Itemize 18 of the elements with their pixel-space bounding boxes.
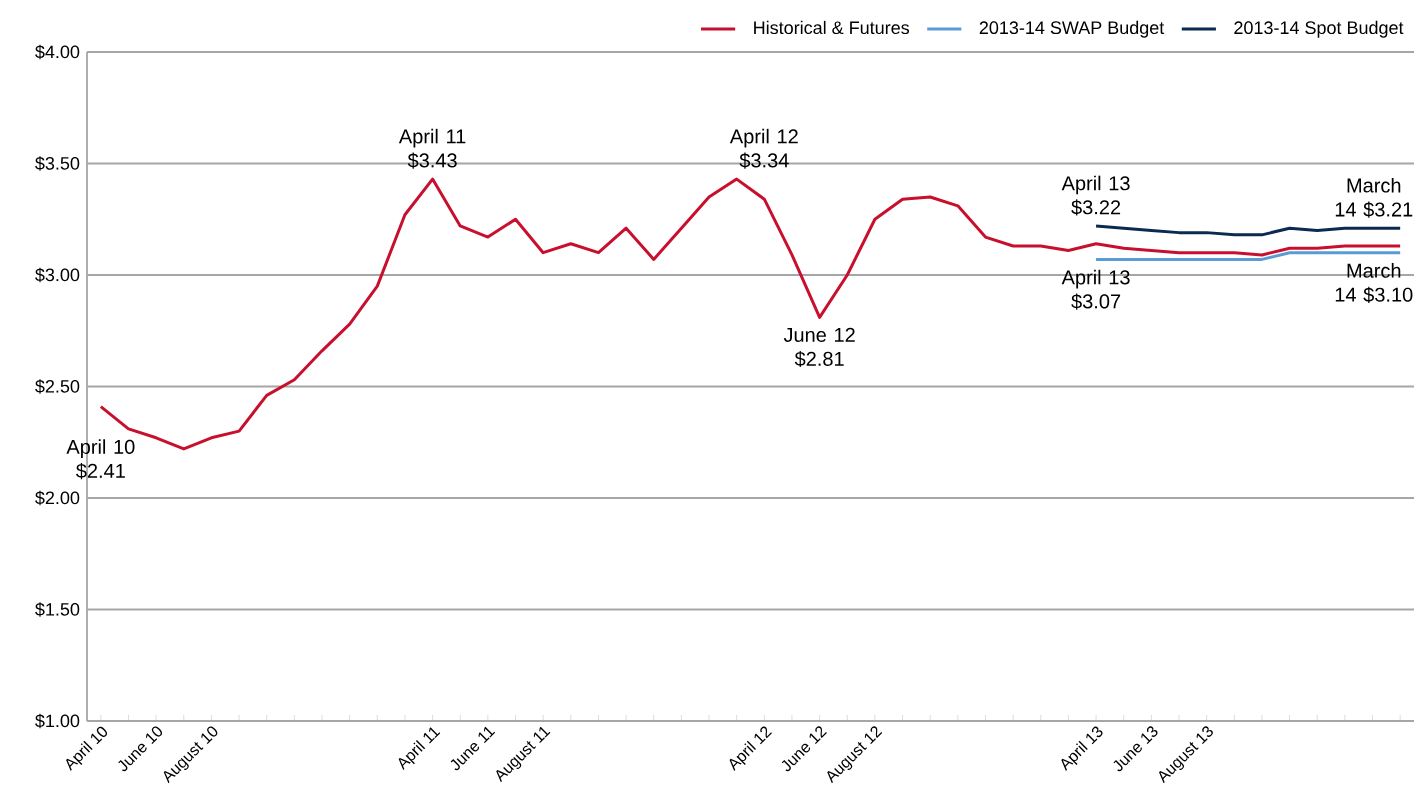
annotation: April 13 $3.07 xyxy=(1061,269,1130,310)
y-tick-label: $3.00 xyxy=(35,267,80,283)
annotation: April 13 $3.22 xyxy=(1061,175,1130,216)
y-tick-label: $2.50 xyxy=(35,379,80,394)
legend-label: 2013-14 SWAP Budget xyxy=(979,20,1165,38)
y-tick-label: $2.00 xyxy=(35,490,80,506)
annotation: April 10 $2.41 xyxy=(66,439,135,480)
annotation: April 11 $3.43 xyxy=(398,128,466,169)
y-tick-label: $1.50 xyxy=(35,602,80,617)
legend-label: Historical & Futures xyxy=(754,20,910,35)
y-tick-label: $3.50 xyxy=(35,156,80,171)
annotation: March 14 $3.21 xyxy=(1335,177,1413,218)
y-tick-label: $1.00 xyxy=(35,713,80,729)
annotation: June 12 $2.81 xyxy=(783,327,855,368)
annotation: April 12 $3.34 xyxy=(729,128,798,169)
legend-label: 2013-14 Spot Budget xyxy=(1234,20,1404,38)
y-tick-label: $4.00 xyxy=(35,44,80,60)
annotation: March 14 $3.10 xyxy=(1335,263,1413,303)
